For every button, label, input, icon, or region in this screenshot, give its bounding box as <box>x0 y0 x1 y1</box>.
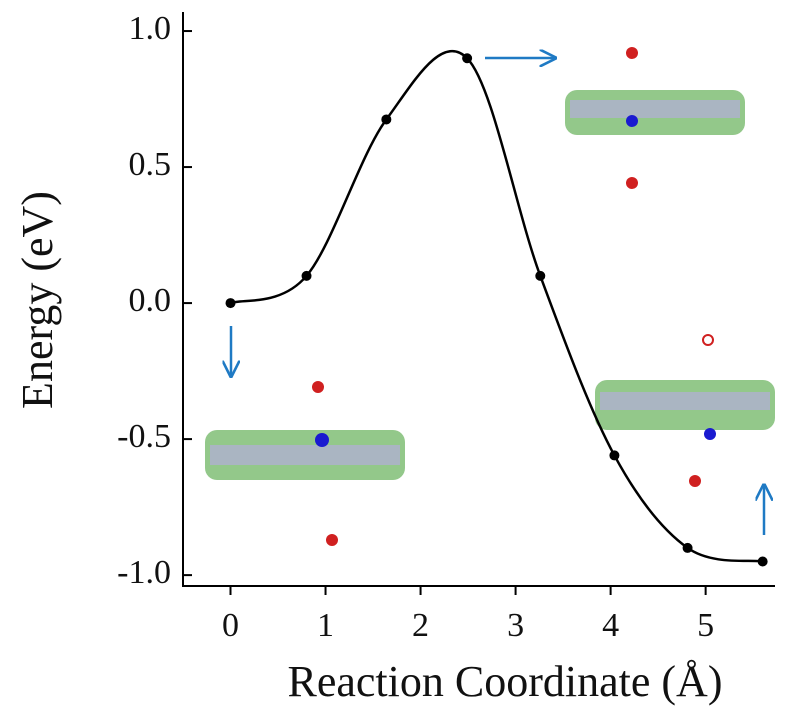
decorations <box>231 58 764 535</box>
point <box>225 298 236 309</box>
y-tick-label: -0.5 <box>117 418 171 455</box>
point <box>682 542 693 553</box>
point <box>301 270 312 281</box>
point <box>757 556 768 567</box>
x-tick-label: 1 <box>317 607 334 644</box>
x-tick-label: 0 <box>222 607 239 644</box>
x-axis-label: Reaction Coordinate (Å) <box>288 657 723 706</box>
y-tick-label: 0.5 <box>129 146 172 183</box>
molecule-images <box>205 47 775 546</box>
y-tick-label: 1.0 <box>129 10 172 47</box>
x-tick-label: 4 <box>602 607 619 644</box>
x-tick-label: 3 <box>507 607 524 644</box>
x-tick-label: 5 <box>697 607 714 644</box>
line <box>230 49 763 563</box>
y-axis-label: Energy (eV) <box>13 191 62 409</box>
point <box>462 53 473 64</box>
y-tick-label: 0.0 <box>129 282 172 319</box>
y-tick-label: -1.0 <box>117 554 171 591</box>
x-tick-label: 2 <box>412 607 429 644</box>
point <box>381 114 392 125</box>
point <box>609 450 620 461</box>
point <box>535 270 546 281</box>
